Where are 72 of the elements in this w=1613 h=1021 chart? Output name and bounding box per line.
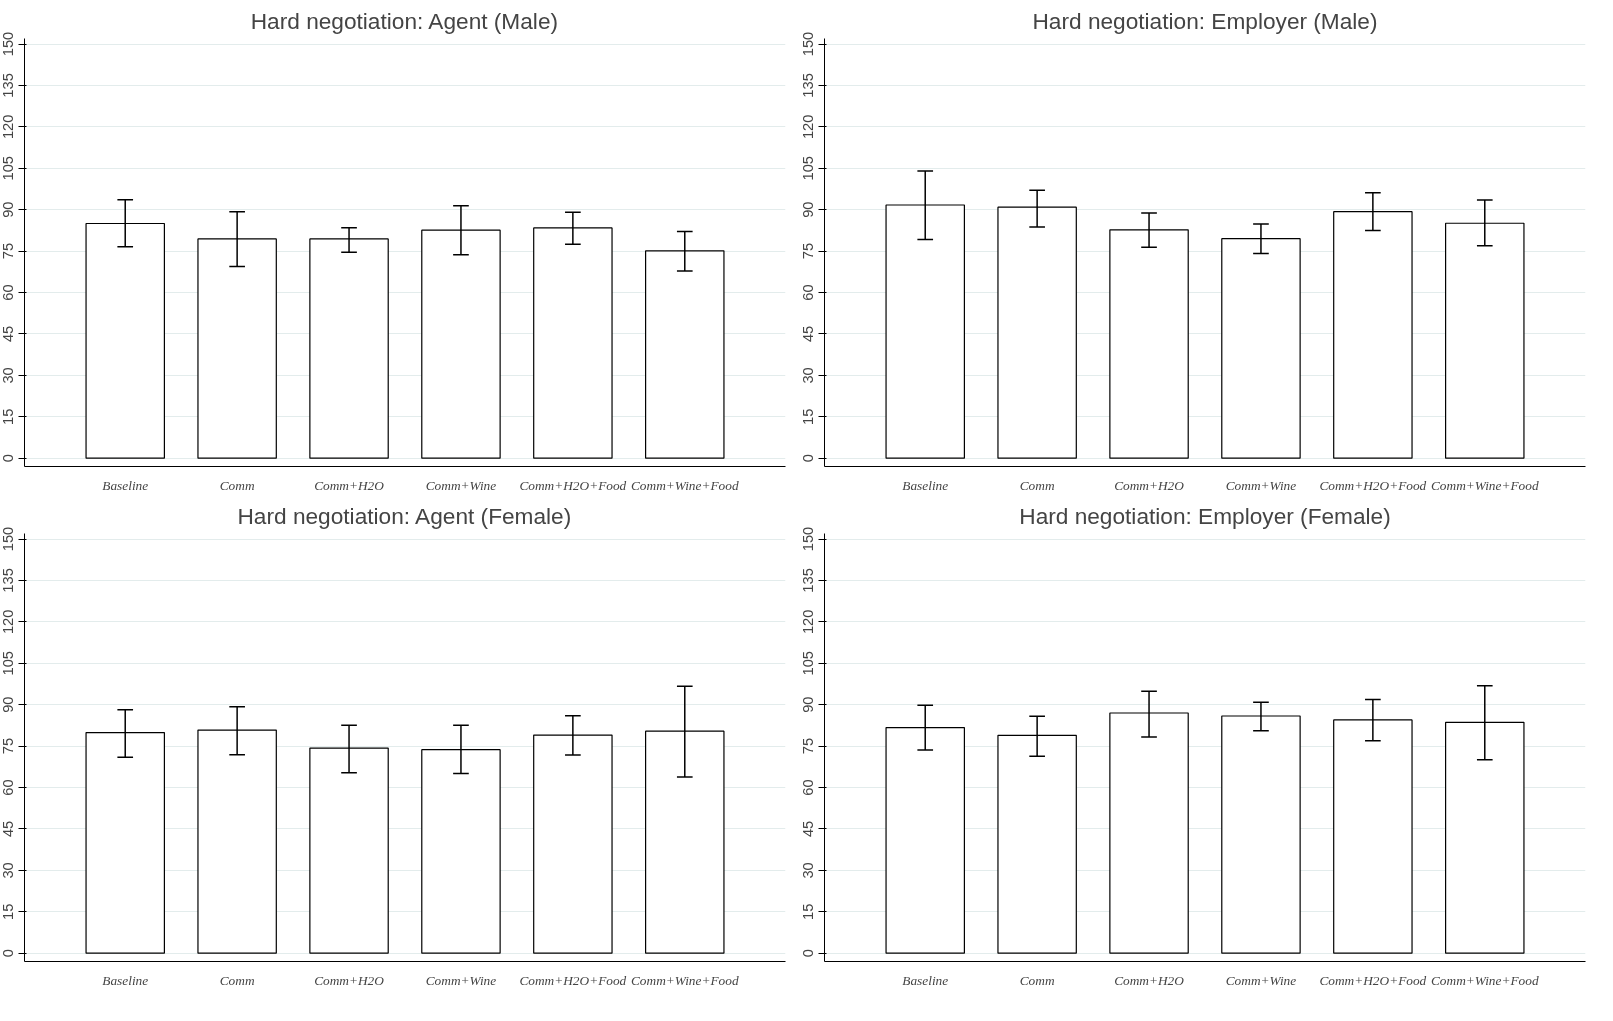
y-tick-label: 135 xyxy=(0,73,17,98)
y-tick-label: 90 xyxy=(800,696,817,713)
chart-title: Hard negotiation: Agent (Male) xyxy=(250,7,559,34)
y-tick-label: 45 xyxy=(0,325,17,343)
x-tick-label: Baseline xyxy=(102,972,149,988)
y-tick-label: 90 xyxy=(800,201,817,218)
y-tick-label: 90 xyxy=(0,696,17,713)
y-tick-label: 75 xyxy=(0,737,17,755)
y-tick-label: 60 xyxy=(0,779,17,796)
y-tick-label: 75 xyxy=(800,242,817,260)
x-tick-label: Comm+Wine+Food xyxy=(630,972,739,988)
x-tick-label: Comm+Wine xyxy=(425,477,497,493)
x-tick-label: Comm+H2O xyxy=(1114,972,1185,988)
y-tick-label: 0 xyxy=(0,454,17,463)
y-tick-label: 30 xyxy=(800,862,817,879)
chart-title: Hard negotiation: Employer (Female) xyxy=(1019,502,1391,529)
chart-title: Hard negotiation: Employer (Male) xyxy=(1032,7,1378,34)
x-tick-label: Comm xyxy=(219,972,255,988)
y-tick-label: 150 xyxy=(800,526,817,552)
y-tick-label: 120 xyxy=(0,609,17,635)
y-tick-label: 120 xyxy=(800,609,817,635)
y-tick-label: 45 xyxy=(800,820,817,838)
x-tick-label: Comm+Wine xyxy=(1225,972,1297,988)
x-tick-label: Baseline xyxy=(902,972,949,988)
x-tick-label: Comm+Wine+Food xyxy=(630,477,739,493)
x-tick-label: Comm xyxy=(1019,972,1055,988)
y-tick-label: 105 xyxy=(0,651,17,676)
y-tick-label: 15 xyxy=(800,408,817,425)
x-tick-label: Comm+Wine+Food xyxy=(1430,477,1539,493)
x-tick-label: Comm+H2O+Food xyxy=(1319,972,1427,988)
x-tick-label: Comm+H2O xyxy=(314,972,385,988)
y-tick-label: 150 xyxy=(0,31,17,57)
y-tick-label: 45 xyxy=(800,325,817,343)
y-tick-label: 135 xyxy=(800,73,817,98)
y-tick-label: 135 xyxy=(800,568,817,593)
y-tick-label: 60 xyxy=(800,779,817,796)
x-tick-label: Baseline xyxy=(102,477,149,493)
y-tick-label: 75 xyxy=(0,242,17,260)
y-tick-label: 30 xyxy=(800,367,817,384)
y-tick-label: 105 xyxy=(800,651,817,676)
y-tick-label: 135 xyxy=(0,568,17,593)
x-tick-label: Comm xyxy=(219,477,255,493)
x-tick-label: Comm+Wine xyxy=(1225,477,1297,493)
y-tick-label: 90 xyxy=(0,201,17,218)
x-tick-label: Comm+H2O+Food xyxy=(519,972,627,988)
y-tick-label: 105 xyxy=(0,156,17,181)
y-tick-label: 0 xyxy=(0,949,17,958)
chart-title: Hard negotiation: Agent (Female) xyxy=(237,502,572,529)
y-tick-label: 15 xyxy=(0,408,17,425)
x-tick-label: Comm+H2O xyxy=(1114,477,1185,493)
x-tick-label: Comm xyxy=(1019,477,1055,493)
y-tick-label: 30 xyxy=(0,862,17,879)
y-tick-label: 120 xyxy=(0,114,17,140)
y-tick-label: 120 xyxy=(800,114,817,140)
y-tick-label: 60 xyxy=(0,284,17,301)
x-tick-label: Comm+H2O+Food xyxy=(1319,477,1427,493)
x-tick-label: Comm+H2O+Food xyxy=(519,477,627,493)
y-tick-label: 150 xyxy=(800,31,817,57)
y-tick-label: 150 xyxy=(0,526,17,552)
x-tick-label: Comm+H2O xyxy=(314,477,385,493)
x-tick-label: Comm+Wine xyxy=(425,972,497,988)
y-tick-label: 75 xyxy=(800,737,817,755)
x-tick-label: Baseline xyxy=(902,477,949,493)
y-tick-label: 0 xyxy=(800,949,817,958)
y-tick-label: 15 xyxy=(800,903,817,920)
y-tick-label: 45 xyxy=(0,820,17,838)
y-tick-label: 15 xyxy=(0,903,17,920)
y-tick-label: 105 xyxy=(800,156,817,181)
y-tick-label: 0 xyxy=(800,454,817,463)
y-tick-label: 30 xyxy=(0,367,17,384)
y-tick-label: 60 xyxy=(800,284,817,301)
x-tick-label: Comm+Wine+Food xyxy=(1430,972,1539,988)
